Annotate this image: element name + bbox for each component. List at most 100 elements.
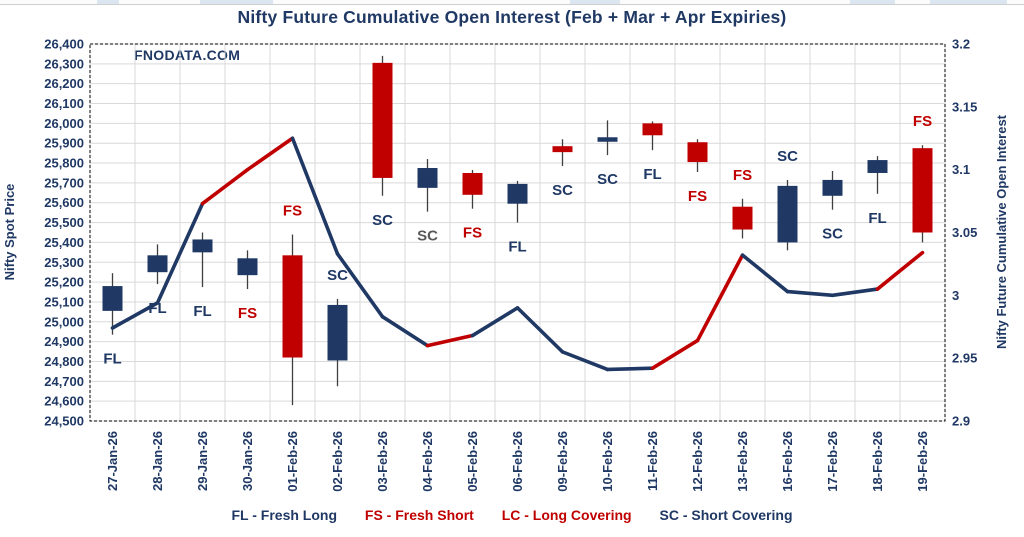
legend-item-long-covering: LC - Long Covering	[501, 507, 632, 523]
right-axis-title: Nifty Future Cumulative Open Interest	[994, 114, 1009, 349]
spreadsheet-cell-artifact	[97, 0, 119, 4]
spreadsheet-cell-artifact	[930, 0, 1007, 4]
candle-body	[867, 160, 888, 173]
left-axis-tick: 25,400	[44, 235, 84, 250]
x-axis-label: 03-Feb-26	[375, 431, 390, 492]
oi-line-segment	[650, 338, 700, 371]
left-axis-tick: 25,900	[44, 136, 84, 151]
candle-action-label: SC	[552, 182, 573, 199]
oi-line-segment	[110, 301, 160, 330]
candle-action-label: SC	[597, 171, 618, 188]
candle-action-label: FS	[913, 113, 932, 130]
left-axis-tick: 26,400	[44, 37, 84, 52]
left-axis-tick: 24,800	[44, 354, 84, 369]
oi-line-segment	[830, 287, 880, 298]
candle-body	[822, 179, 843, 196]
candle-body	[597, 137, 618, 142]
legend: FL - Fresh Long FS - Fresh Short LC - Lo…	[0, 507, 1024, 523]
left-axis-tick: 26,100	[44, 96, 84, 111]
candle-action-label: FS	[463, 225, 482, 242]
left-axis-tick: 25,200	[44, 275, 84, 290]
x-axis-label: 17-Feb-26	[825, 431, 840, 492]
left-axis-title: Nifty Spot Price	[2, 184, 17, 281]
candle-action-label: SC	[372, 212, 393, 229]
candle-body	[687, 142, 708, 163]
right-axis-tick: 2.95	[952, 351, 977, 366]
candle-body	[417, 168, 438, 188]
left-axis-tick: 25,700	[44, 175, 84, 190]
candle-body	[777, 185, 798, 243]
left-axis-tick: 24,700	[44, 374, 84, 389]
candle-action-label: FS	[688, 188, 707, 205]
candle-body	[462, 172, 483, 195]
legend-item-short-covering: SC - Short Covering	[659, 507, 793, 523]
x-axis-label: 16-Feb-26	[780, 431, 795, 492]
x-axis-label: 11-Feb-26	[645, 431, 660, 491]
oi-line-segment	[560, 350, 610, 372]
x-axis-label: 09-Feb-26	[555, 431, 570, 492]
x-axis-label: 06-Feb-26	[510, 431, 525, 492]
oi-line-segment	[425, 333, 475, 348]
spreadsheet-cell-artifact	[570, 0, 620, 4]
right-axis-tick: 3	[952, 288, 959, 303]
right-axis-tick: 3.1	[952, 162, 970, 177]
oi-line-segment	[695, 253, 745, 343]
left-axis-tick: 26,300	[44, 56, 84, 71]
candle-action-label: SC	[417, 228, 438, 245]
x-axis-label: 12-Feb-26	[690, 431, 705, 492]
candle-action-label: SC	[822, 226, 843, 243]
candle-body	[147, 255, 168, 273]
left-axis-tick: 25,300	[44, 255, 84, 270]
x-axis-label: 10-Feb-26	[600, 431, 615, 492]
oi-line-segment	[875, 250, 925, 291]
candle-body	[192, 239, 213, 253]
candle-action-label: FS	[733, 167, 752, 184]
candle-body	[237, 258, 258, 276]
candle-body	[372, 62, 393, 178]
x-axis-label: 29-Jan-26	[195, 431, 210, 491]
candle-body	[282, 255, 303, 358]
right-axis-tick: 3.05	[952, 225, 977, 240]
left-axis-tick: 25,500	[44, 215, 84, 230]
left-axis-tick: 25,800	[44, 156, 84, 171]
right-axis-tick: 2.9	[952, 414, 970, 429]
oi-line-segment	[740, 253, 790, 294]
candle-action-label: FL	[868, 210, 886, 227]
candle-body	[642, 123, 663, 136]
oi-line-segment	[290, 136, 340, 256]
spreadsheet-cell-artifact	[850, 0, 895, 4]
candle-body	[327, 304, 348, 361]
spreadsheet-row-artifact	[0, 0, 1024, 5]
candle-action-label: FL	[643, 166, 661, 183]
x-axis-label: 18-Feb-26	[870, 431, 885, 492]
left-axis-tick: 24,900	[44, 334, 84, 349]
left-axis-tick: 25,000	[44, 314, 84, 329]
spreadsheet-cell-artifact	[200, 0, 273, 4]
x-axis-label: 02-Feb-26	[330, 431, 345, 492]
plot-border	[89, 43, 946, 422]
oi-line-segment	[785, 289, 835, 298]
watermark: FNODATA.COM	[134, 47, 241, 63]
legend-item-fresh-short: FS - Fresh Short	[364, 507, 474, 523]
left-axis-tick: 25,600	[44, 195, 84, 210]
candle-action-label: FL	[508, 239, 526, 256]
x-axis-label: 01-Feb-26	[285, 431, 300, 492]
candle-action-label: FL	[193, 303, 211, 320]
candle-action-label: SC	[327, 267, 348, 284]
oi-line-segment	[470, 306, 520, 338]
oi-line-segment	[605, 366, 655, 372]
oi-line-segment	[245, 136, 295, 172]
candle-action-label: FL	[148, 300, 166, 317]
x-axis-label: 19-Feb-26	[915, 431, 930, 492]
x-axis-label: 30-Jan-26	[240, 431, 255, 491]
candle-body	[732, 206, 753, 230]
candle-action-label: FS	[283, 202, 302, 219]
candle-body	[102, 286, 123, 311]
candle-body	[507, 183, 528, 204]
legend-item-fresh-long: FL - Fresh Long	[231, 507, 338, 523]
candle-body	[552, 146, 573, 153]
oi-line-segment	[200, 167, 250, 206]
candle-action-label: FS	[238, 305, 257, 322]
